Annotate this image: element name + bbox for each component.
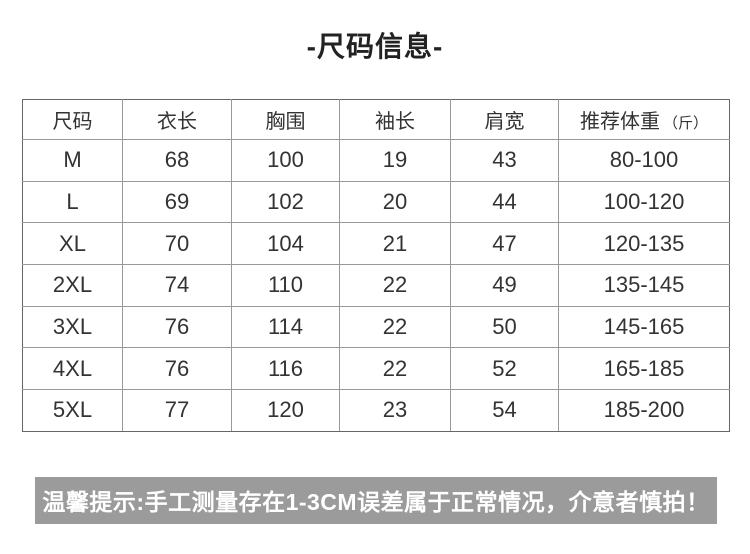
cell-shoulder: 49 — [450, 264, 559, 307]
cell-size: 4XL — [22, 347, 123, 391]
cell-shoulder: 43 — [450, 139, 559, 182]
cell-shoulder: 50 — [450, 305, 559, 349]
cell-shoulder: 52 — [450, 347, 559, 391]
col-header-chest: 胸围 — [231, 99, 340, 140]
col-header-length: 衣长 — [122, 99, 232, 140]
cell-weight: 135-145 — [558, 264, 730, 307]
cell-size: 3XL — [22, 305, 123, 349]
cell-length: 68 — [122, 139, 232, 182]
cell-sleeve: 22 — [339, 347, 451, 391]
cell-chest: 104 — [231, 222, 340, 266]
cell-sleeve: 22 — [339, 305, 451, 349]
cell-chest: 110 — [231, 264, 340, 307]
col-header-sleeve: 袖长 — [339, 99, 451, 140]
notice-banner: 温馨提示:手工测量存在1-3CM误差属于正常情况，介意者慎拍！ — [35, 476, 717, 524]
cell-sleeve: 22 — [339, 264, 451, 307]
col-header-shoulder: 肩宽 — [450, 99, 559, 140]
cell-size: 5XL — [22, 389, 123, 432]
table-row-3xl: 3XL 76 114 22 50 145-165 — [22, 305, 730, 349]
cell-chest: 114 — [231, 305, 340, 349]
header-row: 尺码 衣长 胸围 袖长 肩宽 推荐体重 （斤） — [22, 99, 730, 140]
cell-weight: 185-200 — [558, 389, 730, 432]
cell-size: M — [22, 139, 123, 182]
table-row-l: L 69 102 20 44 100-120 — [22, 180, 730, 224]
table-row-m: M 68 100 19 43 80-100 — [22, 139, 730, 182]
cell-shoulder: 54 — [450, 389, 559, 432]
weight-unit-label: （斤） — [662, 115, 708, 132]
table-row-4xl: 4XL 76 116 22 52 165-185 — [22, 347, 730, 391]
cell-sleeve: 23 — [339, 389, 451, 432]
cell-sleeve: 19 — [339, 139, 451, 182]
cell-length: 74 — [122, 264, 232, 307]
col-header-size: 尺码 — [22, 99, 123, 140]
cell-sleeve: 20 — [339, 180, 451, 224]
cell-shoulder: 44 — [450, 180, 559, 224]
table-row-2xl: 2XL 74 110 22 49 135-145 — [22, 264, 730, 307]
cell-chest: 116 — [231, 347, 340, 391]
cell-length: 69 — [122, 180, 232, 224]
cell-chest: 120 — [231, 389, 340, 432]
cell-weight: 145-165 — [558, 305, 730, 349]
cell-weight: 100-120 — [558, 180, 730, 224]
cell-weight: 80-100 — [558, 139, 730, 182]
cell-chest: 100 — [231, 139, 340, 182]
cell-length: 77 — [122, 389, 232, 432]
cell-chest: 102 — [231, 180, 340, 224]
cell-sleeve: 21 — [339, 222, 451, 266]
cell-size: XL — [22, 222, 123, 266]
size-table: 尺码 衣长 胸围 袖长 肩宽 推荐体重 （斤） M 68 100 19 43 80… — [22, 99, 730, 432]
table-row-5xl: 5XL 77 120 23 54 185-200 — [22, 389, 730, 432]
page-title: -尺码信息- — [306, 31, 444, 62]
cell-length: 76 — [122, 347, 232, 391]
col-header-weight: 推荐体重 （斤） — [558, 99, 730, 140]
cell-size: L — [22, 180, 123, 224]
notice-text: 温馨提示:手工测量存在1-3CM误差属于正常情况，介意者慎拍！ — [42, 489, 710, 516]
cell-length: 76 — [122, 305, 232, 349]
cell-weight: 120-135 — [558, 222, 730, 266]
cell-length: 70 — [122, 222, 232, 266]
weight-header-label: 推荐体重 — [579, 111, 660, 133]
cell-shoulder: 47 — [450, 222, 559, 266]
cell-size: 2XL — [22, 264, 123, 307]
table-row-xl: XL 70 104 21 47 120-135 — [22, 222, 730, 266]
cell-weight: 165-185 — [558, 347, 730, 391]
